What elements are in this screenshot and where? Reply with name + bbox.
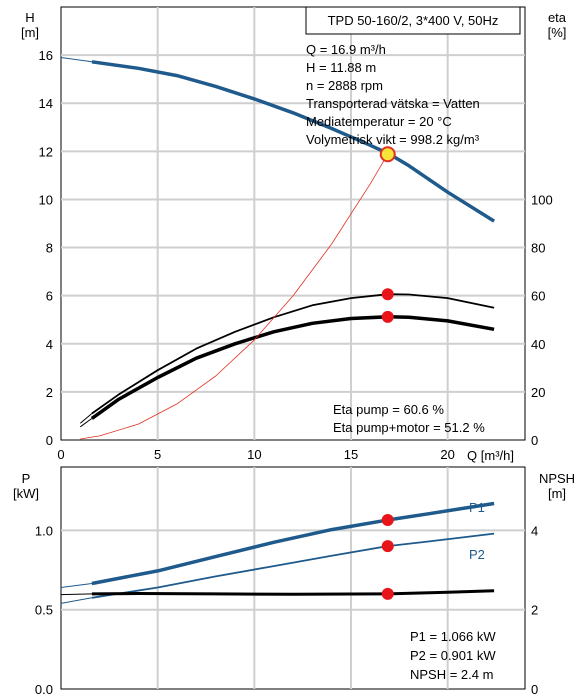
p1-curve-label: P1 bbox=[469, 500, 485, 515]
H-curve-extension bbox=[60, 57, 92, 63]
p2-curve-label: P2 bbox=[469, 547, 485, 562]
eta_pump_motor-curve bbox=[90, 315, 495, 420]
y-tick-label: 2 bbox=[46, 385, 53, 400]
info-line-h: H = 11.88 m bbox=[306, 60, 376, 75]
NPSH-curve bbox=[91, 589, 495, 596]
y-tick-label: 6 bbox=[46, 289, 53, 304]
NPSH-curve-extension bbox=[60, 593, 92, 596]
title-box bbox=[305, 6, 521, 35]
info-line-temp: Mediatemperatur = 20 °C bbox=[306, 114, 452, 129]
npsh-tick-label: 0 bbox=[531, 682, 538, 697]
y2-axis-label-line1: eta bbox=[548, 10, 567, 25]
P2-operating-point bbox=[381, 540, 394, 553]
info-line-n: n = 2888 rpm bbox=[306, 78, 383, 93]
bottom-chart: 0.0 0.5 1.0 0 2 4 P [kW] NPSH [m] P1 P2 P1 =… bbox=[13, 466, 575, 697]
y2-tick-label: 100 bbox=[531, 192, 553, 207]
y-axis-label-line1: H bbox=[25, 10, 34, 25]
p-tick-label: 1.0 bbox=[35, 523, 53, 538]
y-tick-label: 0 bbox=[46, 433, 53, 448]
P1-operating-point bbox=[381, 513, 394, 526]
npsh-axis-label-line2: [m] bbox=[548, 486, 566, 501]
top-x-ticks: 0 5 10 15 20 bbox=[57, 447, 455, 462]
top-chart: 0 2 4 6 8 10 12 14 16 0 20 40 60 80 100 0 5 10 15 20 H [m… bbox=[21, 6, 567, 463]
p1-value-label: P1 = 1.066 kW bbox=[410, 629, 496, 644]
y2-tick-label: 20 bbox=[531, 385, 545, 400]
info-line-q: Q = 16.9 m³/h bbox=[306, 42, 386, 57]
eta_pump-curve-extension bbox=[79, 413, 93, 424]
eta-pump-label: Eta pump = 60.6 % bbox=[333, 402, 444, 417]
bottom-y2-ticks: 0 2 4 bbox=[531, 523, 538, 697]
eta_pump-operating-point bbox=[381, 288, 394, 301]
info-line-density: Volymetrisk vikt = 998.2 kg/m³ bbox=[306, 132, 480, 147]
duty-point-marker bbox=[379, 146, 396, 163]
eta_pump-curve bbox=[91, 293, 495, 415]
y2-axis-label-line2: [%] bbox=[548, 25, 567, 40]
npsh-tick-label: 4 bbox=[531, 523, 538, 538]
p2-value-label: P2 = 0.901 kW bbox=[410, 648, 496, 663]
x-tick-label: 5 bbox=[154, 447, 161, 462]
y-tick-label: 8 bbox=[46, 241, 53, 256]
npsh-axis-label-line1: NPSH bbox=[539, 471, 575, 486]
p-tick-label: 0.0 bbox=[35, 682, 53, 697]
top-plot-area bbox=[60, 6, 526, 441]
eta-pump-motor-label: Eta pump+motor = 51.2 % bbox=[333, 420, 485, 435]
y2-tick-label: 60 bbox=[531, 289, 545, 304]
npsh-value-label: NPSH = 2.4 m bbox=[410, 667, 493, 682]
H-curve bbox=[91, 60, 496, 223]
x-tick-label: 10 bbox=[247, 447, 261, 462]
P2-curve-extension bbox=[60, 597, 92, 604]
NPSH-operating-point bbox=[381, 587, 394, 600]
x-axis-label: Q [m³/h] bbox=[467, 448, 514, 463]
P1-curve-extension bbox=[60, 583, 92, 588]
bottom-y-ticks: 0.0 0.5 1.0 bbox=[35, 523, 53, 697]
npsh-tick-label: 2 bbox=[531, 603, 538, 618]
y-axis-label-line2: [m] bbox=[21, 25, 39, 40]
info-block: Q = 16.9 m³/h H = 11.88 m n = 2888 rpm T… bbox=[306, 42, 480, 147]
top-grid bbox=[61, 7, 525, 440]
top-y-ticks: 0 2 4 6 8 10 12 14 16 bbox=[39, 48, 53, 448]
P2-curve bbox=[91, 532, 495, 599]
y-tick-label: 12 bbox=[39, 144, 53, 159]
x-tick-label: 15 bbox=[344, 447, 358, 462]
top-y2-ticks: 0 20 40 60 80 100 bbox=[531, 192, 553, 448]
top-curves bbox=[60, 57, 496, 440]
eta_pump_motor-curve-extension bbox=[80, 417, 93, 428]
y-tick-label: 4 bbox=[46, 337, 53, 352]
bottom-curves bbox=[60, 501, 495, 604]
chart-title: TPD 50-160/2, 3*400 V, 50Hz bbox=[328, 13, 499, 28]
p-tick-label: 0.5 bbox=[35, 603, 53, 618]
bottom-grid bbox=[61, 467, 525, 689]
P1-curve bbox=[91, 501, 495, 586]
x-tick-label: 0 bbox=[57, 447, 64, 462]
info-line-liquid: Transporterad vätska = Vatten bbox=[306, 96, 480, 111]
eta_pump_motor-operating-point bbox=[381, 310, 394, 323]
y2-tick-label: 80 bbox=[531, 241, 545, 256]
y2-tick-label: 40 bbox=[531, 337, 545, 352]
bottom-operating-points bbox=[381, 513, 394, 600]
p-axis-label-line2: [kW] bbox=[13, 486, 39, 501]
y2-tick-label: 0 bbox=[531, 433, 538, 448]
x-tick-label: 20 bbox=[440, 447, 454, 462]
top-operating-points bbox=[379, 146, 396, 323]
system_curve-curve bbox=[80, 153, 389, 440]
y-tick-label: 16 bbox=[39, 48, 53, 63]
y-tick-label: 14 bbox=[39, 96, 53, 111]
p-axis-label-line1: P bbox=[22, 471, 31, 486]
y-tick-label: 10 bbox=[39, 192, 53, 207]
